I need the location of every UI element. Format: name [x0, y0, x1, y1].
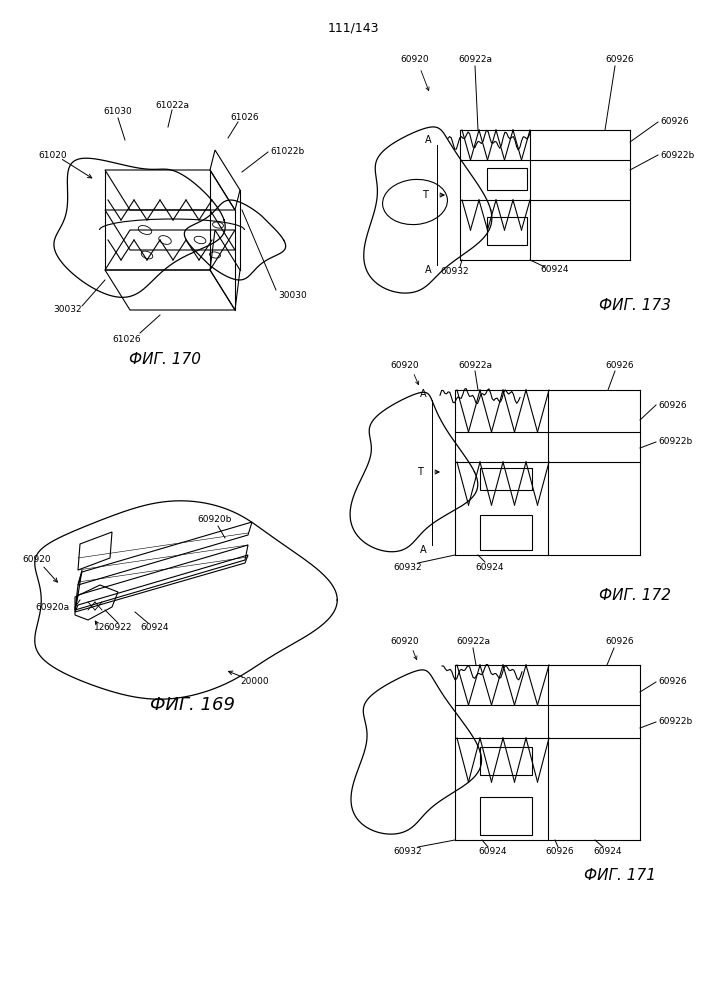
Text: 60926: 60926: [606, 638, 634, 647]
Text: 60924: 60924: [594, 848, 622, 856]
Text: ФИГ. 169: ФИГ. 169: [149, 696, 235, 714]
Bar: [487, 217, 527, 245]
Text: 60922a: 60922a: [458, 360, 492, 369]
Bar: [480, 515, 532, 550]
Text: 60922a: 60922a: [458, 55, 492, 64]
Text: 61020: 61020: [38, 150, 66, 159]
Text: 60922b: 60922b: [658, 718, 692, 726]
Text: 61026: 61026: [230, 113, 259, 122]
Text: 30030: 30030: [278, 290, 307, 300]
Text: A: A: [420, 545, 426, 555]
Text: 60924: 60924: [479, 848, 507, 856]
Text: ФИГ. 172: ФИГ. 172: [599, 587, 671, 602]
Text: 60922b: 60922b: [658, 438, 692, 446]
Text: 60926: 60926: [658, 678, 686, 686]
Text: 60920: 60920: [22, 556, 51, 564]
Text: 60926: 60926: [606, 55, 634, 64]
Text: 61022b: 61022b: [270, 147, 304, 156]
Text: 60926: 60926: [606, 360, 634, 369]
Text: 60924: 60924: [541, 265, 569, 274]
Bar: [480, 468, 532, 490]
Text: 61030: 61030: [104, 107, 132, 116]
Text: 60932: 60932: [394, 848, 422, 856]
Text: T: T: [417, 467, 423, 477]
Text: 60924: 60924: [476, 562, 504, 572]
Text: 111/143: 111/143: [327, 21, 379, 34]
Text: A: A: [425, 135, 431, 145]
Text: 60932: 60932: [394, 564, 422, 572]
Text: 60926: 60926: [546, 848, 574, 856]
Text: 60920a: 60920a: [36, 602, 70, 611]
Text: 60926: 60926: [660, 117, 689, 126]
Text: 60920b: 60920b: [198, 516, 232, 524]
Text: 60926: 60926: [658, 400, 686, 410]
Text: A: A: [420, 389, 426, 399]
Bar: [480, 797, 532, 835]
Text: 60920: 60920: [401, 55, 429, 64]
Text: A: A: [425, 265, 431, 275]
Text: 20000: 20000: [240, 678, 269, 686]
Text: T: T: [422, 190, 428, 200]
Text: 60922b: 60922b: [660, 150, 694, 159]
Text: 61026: 61026: [112, 336, 141, 344]
Text: 12: 12: [94, 624, 105, 633]
Bar: [487, 168, 527, 190]
Text: ФИГ. 170: ФИГ. 170: [129, 353, 201, 367]
Bar: [480, 747, 532, 775]
Text: 60932: 60932: [440, 267, 469, 276]
Text: 60924: 60924: [141, 624, 169, 633]
Text: 61022a: 61022a: [155, 101, 189, 109]
Text: 30032: 30032: [54, 306, 82, 314]
Text: 60922a: 60922a: [456, 638, 490, 647]
Text: 60920: 60920: [391, 360, 419, 369]
Text: 60922: 60922: [104, 624, 132, 633]
Text: 60920: 60920: [391, 638, 419, 647]
Text: ФИГ. 171: ФИГ. 171: [584, 867, 656, 882]
Text: ФИГ. 173: ФИГ. 173: [599, 298, 671, 312]
